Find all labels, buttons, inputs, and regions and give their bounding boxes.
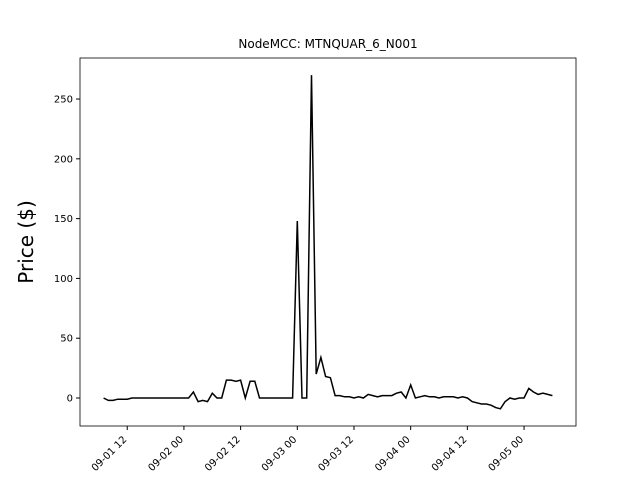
y-tick-label: 150 [54,214,73,225]
x-tick-label: 09-03 00 [260,434,300,474]
x-tick-label: 09-02 00 [146,434,186,474]
y-tick-label: 250 [54,95,73,106]
y-tick-label: 100 [54,274,73,285]
x-tick-label: 09-05 00 [487,434,527,474]
x-tick-label: 09-03 12 [317,434,357,474]
x-tick-label: 09-01 12 [90,434,130,474]
y-axis-label: Price ($) [14,200,38,283]
chart-title: NodeMCC: MTNQUAR_6_N001 [238,37,417,51]
x-tick-label: 09-04 00 [373,434,413,474]
y-tick-label: 0 [67,394,73,405]
y-tick-label: 200 [54,154,73,165]
y-tick-label: 50 [60,334,73,345]
price-line [103,75,553,410]
x-tick-label: 09-02 12 [203,434,243,474]
x-tick-label: 09-04 12 [430,434,470,474]
plot-frame [79,57,577,427]
